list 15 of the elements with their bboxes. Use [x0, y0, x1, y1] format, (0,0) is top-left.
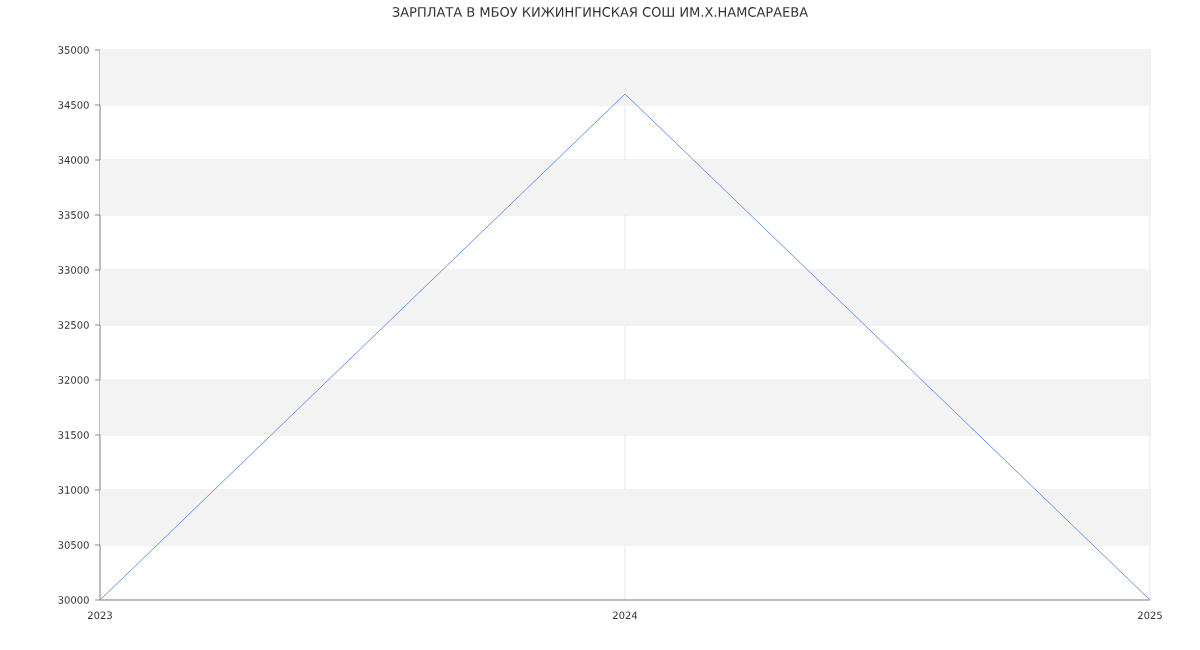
y-tick-label: 34500 [58, 101, 89, 109]
x-tick-label: 2023 [88, 611, 112, 620]
x-tick-label: 2025 [1138, 611, 1162, 620]
y-tick-label: 33000 [58, 266, 89, 274]
y-tick-label: 34000 [58, 156, 89, 164]
y-tick-label: 31000 [58, 486, 89, 494]
y-tick-label: 32500 [58, 321, 89, 329]
y-tick-label: 32000 [58, 376, 89, 384]
y-tick-label: 33500 [58, 211, 89, 219]
y-tick-label: 31500 [58, 431, 89, 439]
y-tick-label: 35000 [58, 46, 89, 54]
y-tick-label: 30000 [58, 596, 89, 604]
chart-title: ЗАРПЛАТА В МБОУ КИЖИНГИНСКАЯ СОШ ИМ.Х.НАМСАРАЕВА [392, 7, 808, 17]
y-tick-label: 30500 [58, 541, 89, 549]
x-tick-label: 2024 [613, 611, 638, 620]
